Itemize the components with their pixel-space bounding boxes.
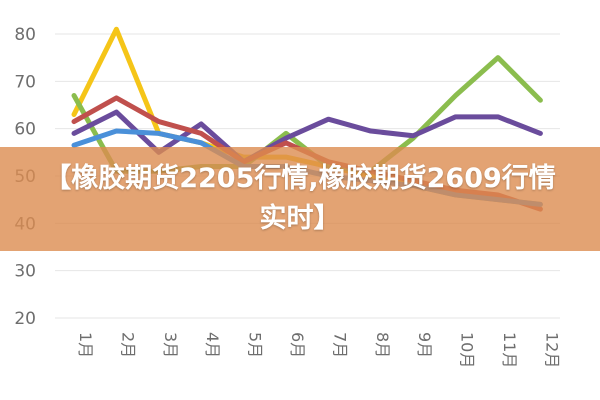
x-tick-label: 9月 [415, 332, 434, 358]
x-tick-label: 2月 [118, 332, 137, 358]
y-tick-label: 80 [14, 25, 36, 45]
x-tick-label: 4月 [203, 332, 222, 358]
y-tick-label: 60 [14, 120, 36, 140]
title-banner: 【橡胶期货2205行情,橡胶期货2609行情实时】 [0, 147, 600, 251]
y-tick-label: 20 [14, 309, 36, 329]
x-tick-label: 5月 [246, 332, 265, 358]
x-tick-label: 11月 [500, 332, 519, 368]
x-tick-label: 6月 [288, 332, 307, 358]
page-title: 【橡胶期货2205行情,橡胶期货2609行情实时】 [44, 163, 556, 234]
y-tick-label: 30 [14, 262, 36, 282]
x-tick-label: 1月 [76, 332, 95, 358]
x-tick-label: 12月 [542, 332, 561, 368]
x-tick-label: 3月 [161, 332, 180, 358]
series-line-3 [71, 109, 543, 165]
x-tick-label: 10月 [458, 332, 477, 368]
y-tick-label: 70 [14, 72, 36, 92]
x-tick-label: 8月 [373, 332, 392, 358]
x-axis-ticks: 1月 2月 3月 4月 5月 6月 7月 8月 9月 10月 11月 12月 [76, 332, 561, 368]
x-tick-label: 7月 [330, 332, 349, 358]
